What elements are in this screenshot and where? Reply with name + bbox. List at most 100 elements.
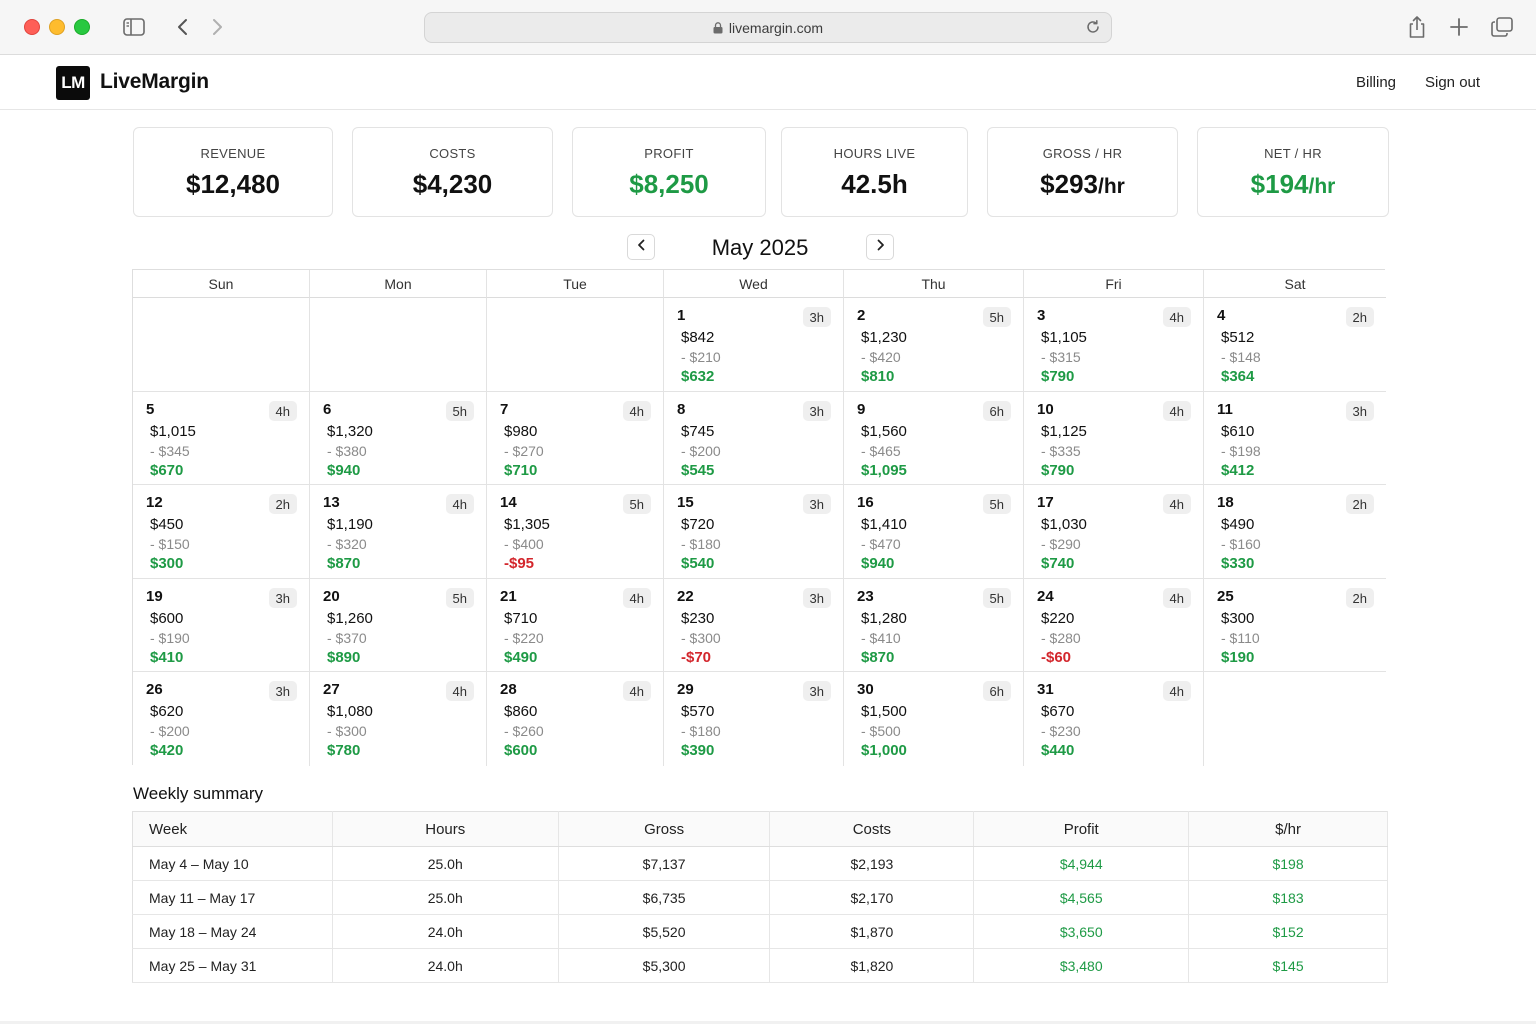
table-cell: 25.0h (332, 880, 559, 915)
day-net: $780 (327, 742, 361, 759)
day-net: $330 (1221, 555, 1255, 572)
hours-badge: 3h (802, 307, 831, 327)
hours-badge: 4h (622, 401, 651, 421)
day-number: 11 (1217, 401, 1233, 418)
day-net: -$70 (681, 649, 712, 666)
table-cell: May 25 – May 31 (132, 948, 333, 983)
calendar-day-cell[interactable]: 17 4h $1,030 - $290 $740 (1024, 485, 1204, 579)
calendar-day-cell[interactable]: 1 3h $842 - $210 $632 (664, 298, 844, 392)
day-number: 3 (1037, 307, 1046, 324)
day-cost: - $150 (150, 536, 190, 552)
calendar-day-cell[interactable]: 21 4h $710 - $220 $490 (487, 579, 664, 672)
hours-badge: 4h (445, 494, 474, 514)
address-bar[interactable]: livemargin.com (424, 12, 1112, 43)
calendar-day-cell[interactable]: 9 6h $1,560 - $465 $1,095 (844, 392, 1024, 485)
new-tab-icon[interactable] (1448, 14, 1470, 40)
minimize-window-button[interactable] (49, 19, 65, 35)
forward-icon[interactable] (208, 14, 228, 40)
day-net: $940 (861, 555, 895, 572)
calendar-day-cell[interactable]: 24 4h $220 - $280 -$60 (1024, 579, 1204, 672)
hours-badge: 3h (802, 494, 831, 514)
day-gross: $745 (681, 423, 715, 440)
calendar-day-cell[interactable]: 8 3h $745 - $200 $545 (664, 392, 844, 485)
calendar-day-cell[interactable]: 30 6h $1,500 - $500 $1,000 (844, 672, 1024, 766)
calendar-day-cell[interactable]: 2 5h $1,230 - $420 $810 (844, 298, 1024, 392)
table-cell: May 11 – May 17 (132, 880, 333, 915)
calendar-day-cell[interactable]: 31 4h $670 - $230 $440 (1024, 672, 1204, 766)
logo-mark[interactable]: LM (56, 66, 90, 100)
day-number: 1 (677, 307, 686, 324)
close-window-button[interactable] (24, 19, 40, 35)
previous-month-button[interactable] (627, 234, 655, 260)
back-icon[interactable] (172, 14, 192, 40)
day-number: 20 (323, 588, 340, 605)
calendar-day-cell[interactable]: 26 3h $620 - $200 $420 (133, 672, 310, 766)
day-number: 26 (146, 681, 163, 698)
calendar-day-cell[interactable]: 15 3h $720 - $180 $540 (664, 485, 844, 579)
stat-value: 42.5h (841, 169, 908, 199)
table-cell: May 18 – May 24 (132, 914, 333, 949)
calendar-day-cell[interactable]: 10 4h $1,125 - $335 $790 (1024, 392, 1204, 485)
day-net: $600 (504, 742, 538, 759)
day-gross: $1,190 (327, 516, 373, 533)
sidebar-icon[interactable] (122, 14, 146, 40)
day-cost: - $500 (861, 723, 901, 739)
calendar-day-cell[interactable]: 22 3h $230 - $300 -$70 (664, 579, 844, 672)
day-gross: $620 (150, 703, 184, 720)
calendar-day-cell[interactable]: 29 3h $570 - $180 $390 (664, 672, 844, 766)
costs-card: COSTS $4,230 (352, 127, 553, 217)
weekday-header: Mon (310, 270, 487, 298)
tab-overview-icon[interactable] (1490, 14, 1514, 40)
day-number: 30 (857, 681, 874, 698)
month-title: May 2025 (711, 235, 809, 260)
day-net: $790 (1041, 368, 1075, 385)
day-cost: - $300 (681, 630, 721, 646)
day-cost: - $345 (150, 443, 190, 459)
share-icon[interactable] (1406, 14, 1428, 40)
day-net: $870 (861, 649, 895, 666)
zoom-window-button[interactable] (74, 19, 90, 35)
stat-value: $293/hr (1040, 169, 1125, 199)
calendar-day-cell[interactable]: 27 4h $1,080 - $300 $780 (310, 672, 487, 766)
day-gross: $1,260 (327, 610, 373, 627)
calendar-day-cell[interactable]: 5 4h $1,015 - $345 $670 (133, 392, 310, 485)
day-number: 18 (1217, 494, 1234, 511)
day-net: $890 (327, 649, 361, 666)
calendar-day-cell[interactable]: 28 4h $860 - $260 $600 (487, 672, 664, 766)
day-number: 14 (500, 494, 517, 511)
day-gross: $1,500 (861, 703, 907, 720)
stat-label: GROSS / HR (1042, 146, 1123, 161)
calendar-day-cell[interactable]: 12 2h $450 - $150 $300 (133, 485, 310, 579)
day-net: $870 (327, 555, 361, 572)
day-net: $410 (150, 649, 184, 666)
table-cell: 24.0h (332, 914, 559, 949)
table-cell: 25.0h (332, 846, 559, 881)
calendar-day-cell[interactable]: 23 5h $1,280 - $410 $870 (844, 579, 1024, 672)
weekday-header: Tue (487, 270, 664, 298)
hours-badge: 2h (268, 494, 297, 514)
calendar-day-cell[interactable]: 7 4h $980 - $270 $710 (487, 392, 664, 485)
hours-badge: 4h (268, 401, 297, 421)
sign-out-link[interactable]: Sign out (1425, 74, 1481, 91)
calendar-day-cell[interactable]: 20 5h $1,260 - $370 $890 (310, 579, 487, 672)
table-cell: $1,820 (769, 948, 975, 983)
calendar-day-cell[interactable]: 18 2h $490 - $160 $330 (1204, 485, 1386, 579)
reload-icon[interactable] (1085, 19, 1101, 38)
calendar-day-cell[interactable]: 13 4h $1,190 - $320 $870 (310, 485, 487, 579)
calendar-day-cell[interactable]: 4 2h $512 - $148 $364 (1204, 298, 1386, 392)
calendar-day-cell[interactable]: 19 3h $600 - $190 $410 (133, 579, 310, 672)
weekday-header: Wed (664, 270, 844, 298)
calendar-day-cell[interactable]: 25 2h $300 - $110 $190 (1204, 579, 1386, 672)
brand-name[interactable]: LiveMargin (100, 70, 209, 93)
day-cost: - $230 (1041, 723, 1081, 739)
day-gross: $490 (1221, 516, 1255, 533)
calendar-day-cell[interactable]: 16 5h $1,410 - $470 $940 (844, 485, 1024, 579)
calendar-day-cell[interactable]: 11 3h $610 - $198 $412 (1204, 392, 1386, 485)
next-month-button[interactable] (866, 234, 894, 260)
calendar-day-cell[interactable]: 14 5h $1,305 - $400 -$95 (487, 485, 664, 579)
day-cost: - $370 (327, 630, 367, 646)
calendar-day-cell[interactable]: 6 5h $1,320 - $380 $940 (310, 392, 487, 485)
day-gross: $842 (681, 329, 715, 346)
billing-link[interactable]: Billing (1356, 74, 1397, 91)
calendar-day-cell[interactable]: 3 4h $1,105 - $315 $790 (1024, 298, 1204, 392)
